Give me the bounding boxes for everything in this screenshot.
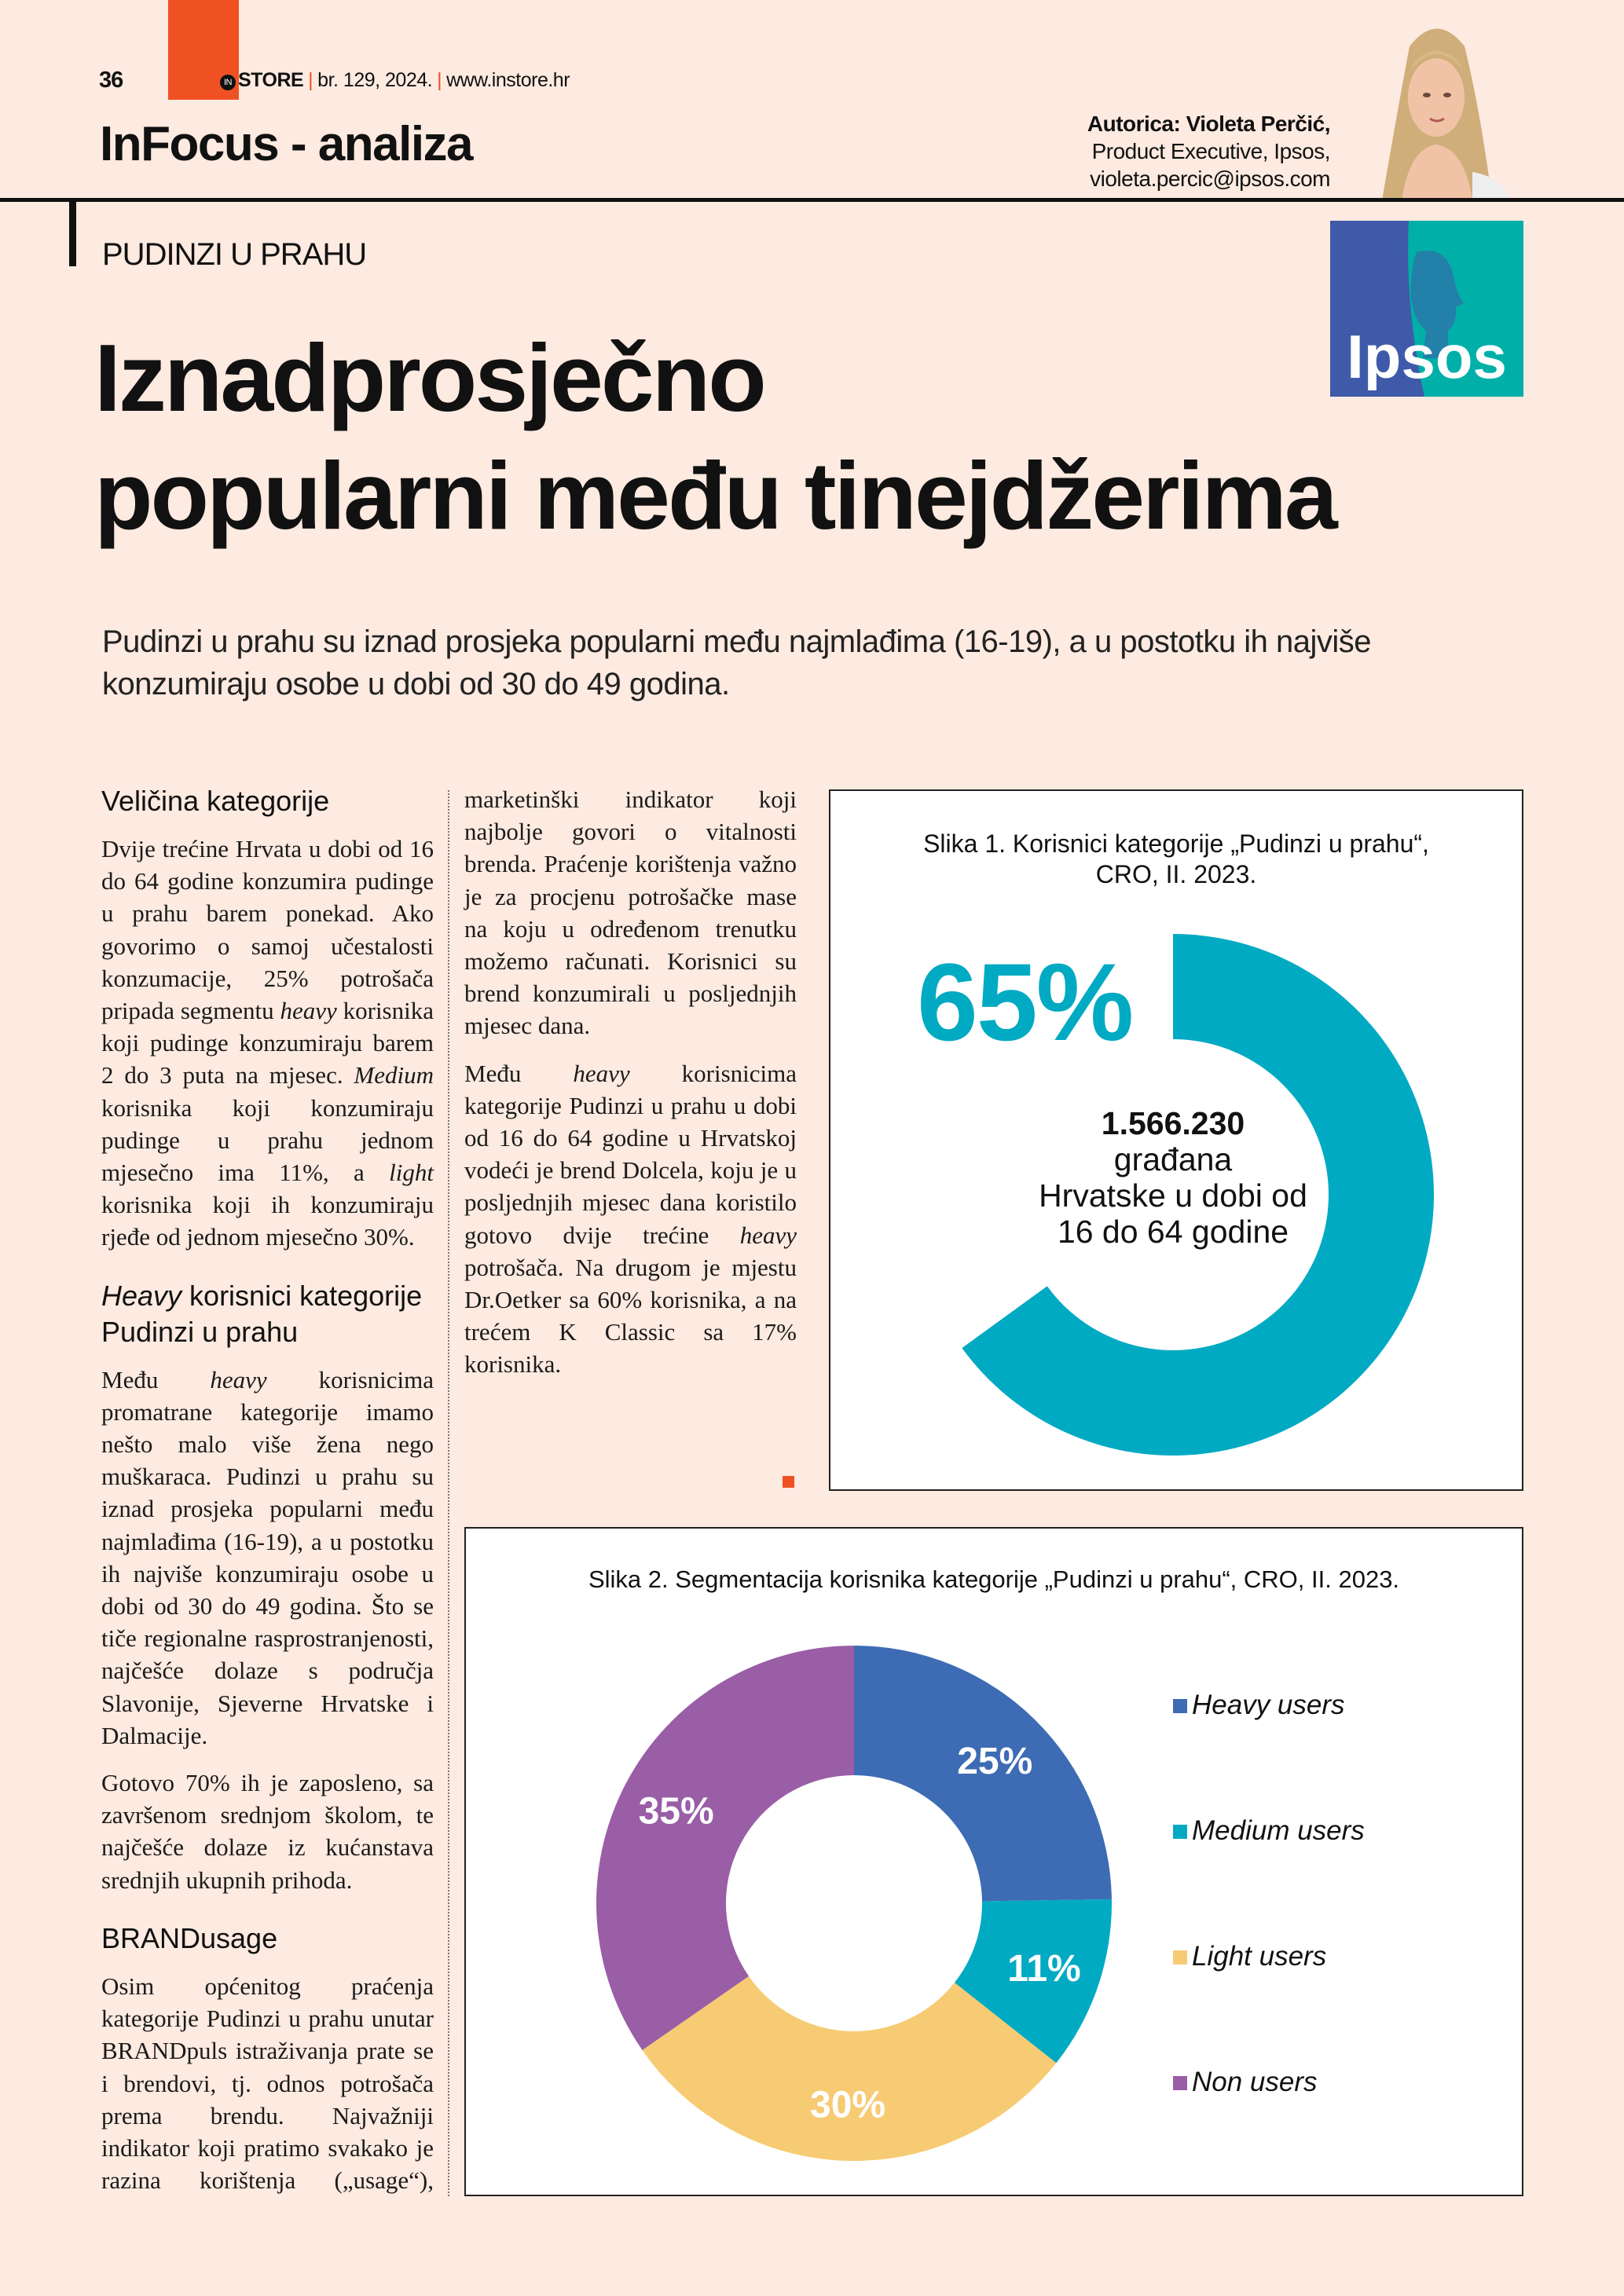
italic-text: heavy: [210, 1365, 267, 1393]
author-name: Autorica: Violeta Perčić,: [1087, 112, 1331, 136]
subheading-brandusage: BRANDusage: [101, 1921, 278, 1954]
share-value-label: 65%: [917, 940, 1134, 1064]
headline-line-2: popularni među tinejdžerima: [94, 442, 1338, 549]
text-run: Dvije trećine Hrvata u dobi od 16 do 64 …: [101, 835, 434, 1025]
italic-text: heavy: [739, 1221, 797, 1249]
italic-text: Medium: [354, 1061, 434, 1089]
chart-user-segmentation: Slika 2. Segmentacija korisnika kategori…: [464, 1527, 1523, 2196]
segment-label: 11%: [1007, 1948, 1080, 1990]
body-paragraph: Osim općenitog praćenja kategorije Pudin…: [101, 783, 797, 2197]
lead-paragraph: Pudinzi u prahu su iznad prosjeka popula…: [102, 624, 1371, 701]
legend-item: Non users: [1173, 2067, 1318, 2098]
text-run: Među: [464, 1059, 574, 1087]
body-paragraph: Gotovo 70% ih je zaposleno, sa završenom…: [101, 1767, 434, 1896]
author-role: Product Executive, Ipsos,: [1091, 139, 1331, 163]
issue-number: br. 129, 2024.: [317, 69, 433, 91]
donut-segment-users: [962, 934, 1434, 1456]
subheading-rest: korisnici kategorije Pudinzi u prahu: [101, 1279, 423, 1348]
chart-title-line-2: CRO, II. 2023.: [1095, 860, 1257, 888]
article-body: Veličina kategorije Dvije trećine Hrvata…: [101, 783, 797, 2197]
magazine-logo: STORE: [238, 69, 304, 91]
italic-text: heavy: [573, 1059, 630, 1087]
donut-segment-light-users: [642, 1976, 1057, 2161]
subheading-italic: Heavy: [101, 1279, 182, 1312]
chart-title: Slika 2. Segmentacija korisnika kategori…: [588, 1565, 1400, 1593]
chart-users-share: Slika 1. Korisnici kategorije „Pudinzi u…: [829, 789, 1523, 1491]
text-run: korisnika koji pudinge konzumiraju barem…: [101, 997, 434, 1089]
ipsos-logo-text: Ipsos: [1347, 322, 1507, 391]
chart-title: Slika 1. Korisnici kategorije „Pudinzi u…: [830, 829, 1522, 890]
segment-label: 35%: [639, 1791, 714, 1833]
legend-label: Medium users: [1192, 1815, 1365, 1846]
segment-label: 25%: [957, 1741, 1032, 1782]
donut-chart-2: 25% 11% 30% 35%: [596, 1646, 1112, 2161]
ipsos-logo: Ipsos: [1330, 221, 1523, 397]
instore-logo-icon: IN: [220, 75, 236, 90]
subheading-heavy-users: Heavy korisnici kategorije Pudinzi u pra…: [101, 1278, 434, 1350]
body-paragraph: Među heavy korisnicima kategorije Pudinz…: [464, 1057, 797, 1381]
legend-item: Medium users: [1173, 1815, 1365, 1847]
legend-swatch: [1173, 1950, 1187, 1965]
text-run: korisnika koji konzumiraju pudinge u pra…: [101, 1093, 434, 1187]
center-text-1: građana: [1113, 1141, 1233, 1177]
donut-chart-1: [962, 934, 1434, 1456]
text-run: korisnicima promatrane kategorije imamo …: [101, 1365, 434, 1749]
center-text-2: Hrvatske u dobi od: [1039, 1177, 1307, 1214]
text-run: Gotovo 70% ih je zaposleno, sa završenom…: [101, 1769, 434, 1894]
legend-item: Heavy users: [1173, 1690, 1345, 1721]
header-divider: [0, 198, 1624, 202]
author-block: Autorica: Violeta Perčić, Product Execut…: [1087, 110, 1331, 192]
legend-item: Light users: [1173, 1941, 1326, 1972]
separator: |: [437, 69, 442, 91]
italic-text: light: [389, 1159, 434, 1187]
text-run: Među: [101, 1365, 211, 1393]
page-number: 36: [99, 68, 123, 93]
body-paragraph: Dvije trećine Hrvata u dobi od 16 do 64 …: [101, 833, 434, 1254]
segment-label: 30%: [810, 2084, 885, 2126]
kicker-bar: [69, 200, 76, 266]
legend-label: Heavy users: [1192, 1690, 1345, 1720]
donut-segment-medium-users: [954, 1899, 1112, 2063]
italic-text: heavy: [280, 997, 337, 1025]
masthead: IN STORE | br. 129, 2024. | www.instore.hr: [220, 69, 570, 92]
author-photo: [1382, 28, 1512, 200]
text-run: korisnika koji ih konzumiraju rjeđe od j…: [101, 1191, 434, 1251]
legend-swatch: [1173, 1699, 1187, 1713]
legend-swatch: [1173, 2076, 1187, 2090]
section-title: InFocus - analiza: [100, 117, 474, 171]
text-run: potrošača. Na drugom je mjestu Dr.Oetker…: [464, 1253, 797, 1379]
author-email[interactable]: violeta.percic@ipsos.com: [1090, 167, 1330, 191]
column-divider: [448, 790, 449, 2196]
article-kicker: PUDINZI U PRAHU: [102, 237, 367, 272]
center-number: 1.566.230: [1101, 1105, 1245, 1141]
body-paragraph: Među heavy korisnicima promatrane katego…: [101, 1364, 434, 1752]
subheading-category-size: Veličina kategorije: [101, 785, 330, 817]
center-text-3: 16 do 64 godine: [1057, 1214, 1289, 1250]
headline-line-1: Iznadprosječno: [94, 324, 767, 431]
legend-label: Light users: [1192, 1941, 1327, 1972]
legend-swatch: [1173, 1825, 1187, 1839]
website-link[interactable]: www.instore.hr: [446, 69, 570, 91]
text-run: Osim općenitog praćenja kategorije Pudin…: [101, 785, 797, 2195]
text-run: korisnicima kategorije Pudinzi u prahu u…: [464, 1059, 797, 1249]
donut-segment-non-users: [596, 1646, 854, 2050]
chart-title-line-1: Slika 1. Korisnici kategorije „Pudinzi u…: [923, 829, 1429, 858]
legend-label: Non users: [1192, 2067, 1318, 2097]
article-end-mark: [783, 1476, 794, 1488]
donut-segment-heavy-users: [854, 1646, 1112, 1902]
separator: |: [308, 69, 313, 91]
